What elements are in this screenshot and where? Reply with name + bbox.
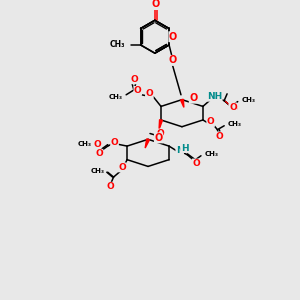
Text: O: O	[130, 75, 138, 84]
Text: O: O	[215, 132, 223, 141]
Text: CH₃: CH₃	[242, 97, 256, 103]
Text: O: O	[93, 140, 101, 149]
Text: O: O	[118, 163, 126, 172]
Text: CH₃: CH₃	[91, 168, 105, 174]
Text: H: H	[181, 143, 188, 152]
Text: CH₃: CH₃	[110, 40, 125, 50]
Text: O: O	[169, 56, 177, 65]
Text: O: O	[192, 159, 200, 168]
Text: CH₃: CH₃	[205, 151, 219, 157]
Text: O: O	[169, 32, 177, 42]
Text: O: O	[134, 86, 142, 95]
Text: O: O	[189, 93, 197, 103]
Text: O: O	[207, 117, 214, 126]
Text: O: O	[146, 89, 153, 98]
Text: CH₃: CH₃	[108, 94, 122, 100]
Text: O: O	[107, 182, 115, 191]
Text: O: O	[154, 133, 163, 143]
Polygon shape	[159, 120, 162, 130]
Text: O: O	[95, 149, 103, 158]
Text: O: O	[229, 103, 237, 112]
Text: NH: NH	[207, 92, 222, 101]
Polygon shape	[145, 139, 149, 148]
Polygon shape	[181, 99, 184, 107]
Text: N: N	[176, 146, 184, 155]
Text: CH₃: CH₃	[77, 141, 91, 147]
Text: O: O	[229, 105, 237, 114]
Text: O: O	[111, 138, 119, 147]
Text: O: O	[156, 129, 164, 138]
Text: CH₃: CH₃	[228, 121, 242, 127]
Text: O: O	[152, 0, 160, 9]
